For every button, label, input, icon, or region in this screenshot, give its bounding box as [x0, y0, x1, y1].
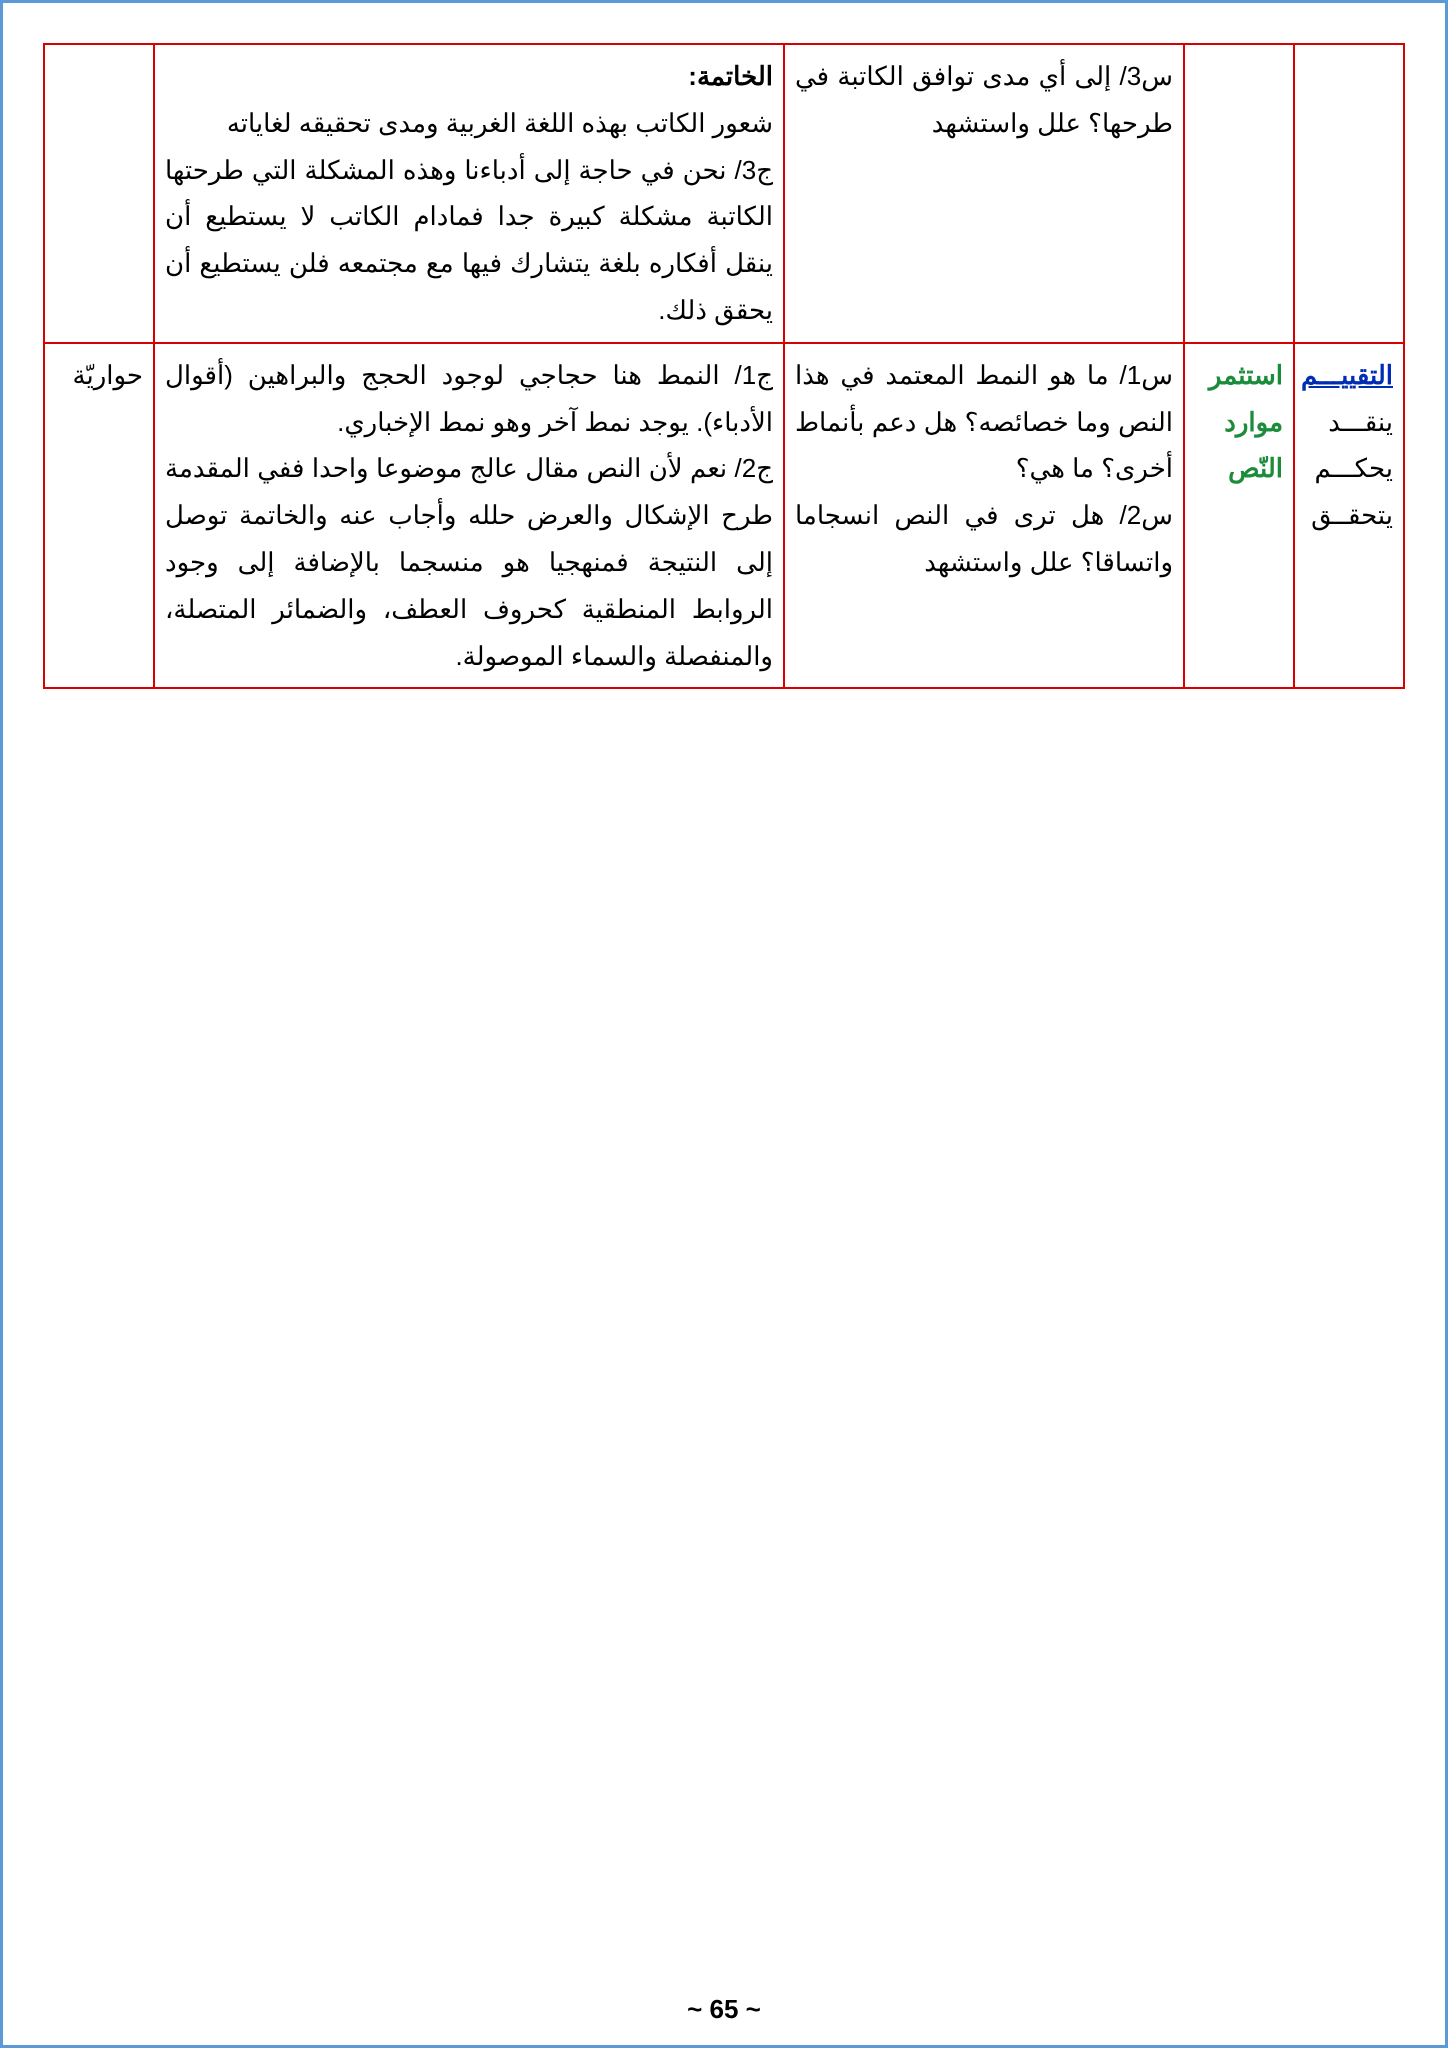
question-cell: س1/ ما هو النمط المعتمد في هذا النص وما …: [784, 343, 1184, 689]
note-cell: [44, 44, 154, 343]
answer-cell: الخاتمة: شعور الكاتب بهذه اللغة الغربية …: [154, 44, 784, 343]
answer-text: ج2/ نعم لأن النص مقال عالج موضوعا واحدا …: [165, 445, 773, 679]
phase-text: استثمر موارد النّص: [1195, 352, 1283, 492]
answer-text: ج3/ نحن في حاجة إلى أدباءنا وهذه المشكلة…: [165, 147, 773, 334]
answer-text: شعور الكاتب بهذه اللغة الغربية ومدى تحقي…: [165, 100, 773, 147]
lesson-table: س3/ إلى أي مدى توافق الكاتبة في طرحها؟ ع…: [43, 43, 1405, 689]
note-cell: حواريّة: [44, 343, 154, 689]
question-text: س1/ ما هو النمط المعتمد في هذا النص وما …: [795, 352, 1173, 586]
table-row: س3/ إلى أي مدى توافق الكاتبة في طرحها؟ ع…: [44, 44, 1404, 343]
answer-text: ج1/ النمط هنا حجاجي لوجود الحجج والبراهي…: [165, 352, 773, 446]
table-row: التقييـــم ينقـــد يحكـــم يتحقــق استثم…: [44, 343, 1404, 689]
question-cell: س3/ إلى أي مدى توافق الكاتبة في طرحها؟ ع…: [784, 44, 1184, 343]
stage-verb: ينقـــد: [1305, 399, 1393, 446]
phase-cell: استثمر موارد النّص: [1184, 343, 1294, 689]
stage-cell: [1294, 44, 1404, 343]
stage-cell: التقييـــم ينقـــد يحكـــم يتحقــق: [1294, 343, 1404, 689]
note-text: حواريّة: [55, 352, 143, 399]
stage-heading: التقييـــم: [1305, 352, 1393, 399]
answer-heading: الخاتمة:: [165, 53, 773, 100]
question-text: س3/ إلى أي مدى توافق الكاتبة في طرحها؟ ع…: [795, 53, 1173, 147]
page-number: ~ 65 ~: [3, 1994, 1445, 2025]
stage-verb: يحكـــم: [1305, 445, 1393, 492]
answer-cell: ج1/ النمط هنا حجاجي لوجود الحجج والبراهي…: [154, 343, 784, 689]
document-page: س3/ إلى أي مدى توافق الكاتبة في طرحها؟ ع…: [0, 0, 1448, 2048]
stage-verb: يتحقــق: [1305, 492, 1393, 539]
phase-cell: [1184, 44, 1294, 343]
